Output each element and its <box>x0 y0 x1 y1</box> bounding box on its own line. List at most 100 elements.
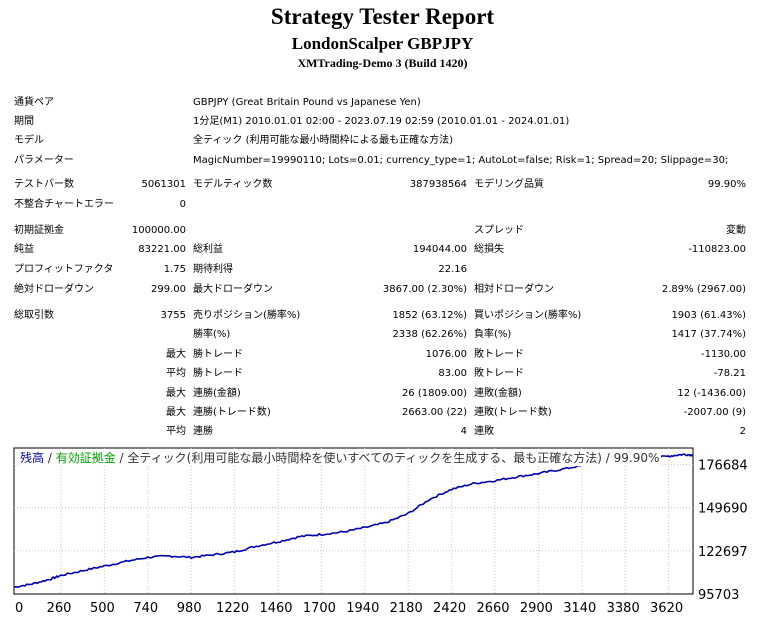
profit-factor-value: 1.75 <box>163 264 186 275</box>
ticks-label: モデルティック数 <box>193 179 273 190</box>
plot-frame <box>13 447 694 595</box>
profit-trades-value: 2338 (62.26%) <box>392 329 467 340</box>
caption-quality: 99.90% <box>613 451 660 465</box>
params-label: パラメーター <box>14 155 74 166</box>
y-tick-label: 149690 <box>698 502 748 517</box>
x-tick-label: 2660 <box>476 601 509 616</box>
gross-profit-label: 総利益 <box>193 244 223 255</box>
gross-profit-value: 194044.00 <box>412 244 467 255</box>
period-label: 期間 <box>14 116 34 127</box>
consecutive-losses-label: 連敗(金額) <box>474 388 522 399</box>
average-profit-trade-label: 勝トレード <box>193 368 243 379</box>
deposit-label: 初期証拠金 <box>14 225 64 236</box>
caption-separator: / <box>115 451 128 465</box>
quality-label: モデリング品質 <box>474 179 544 190</box>
average-consecutive-wins-label: 連勝 <box>193 426 213 437</box>
y-tick-label: 122697 <box>698 545 748 560</box>
model-label: モデル <box>14 135 44 146</box>
caption-balance: 残高 <box>20 451 45 465</box>
quality-value: 99.90% <box>707 179 746 190</box>
caption-separator: / <box>601 451 614 465</box>
x-tick-label: 0 <box>15 601 23 616</box>
x-tick-label: 1460 <box>259 601 292 616</box>
largest-loss-trade-label: 敗トレード <box>474 349 524 360</box>
report-subtitle: LondonScalper GBPJPY <box>291 34 474 53</box>
consecutive-wins-value: 26 (1809.00) <box>401 388 467 399</box>
balance-chart: 0 260 500 740 980 1220 1460 1700 1940 2180 2420 266… <box>10 442 765 627</box>
consecutive-profit-label: 連勝(トレード数) <box>193 407 271 418</box>
x-tick-label: 500 <box>90 601 115 616</box>
largest-profit-trade-value: 1076.00 <box>425 349 467 360</box>
expected-payoff-value: 22.16 <box>438 264 467 275</box>
mismatch-value: 0 <box>179 199 186 210</box>
relative-drawdown-value: 2.89% (2967.00) <box>661 284 746 295</box>
average-profit-trade-value: 83.00 <box>438 368 467 379</box>
caption-model: 全ティック(利用可能な最小時間枠を使いすべてのティックを生成する、最も正確な方法… <box>127 451 602 465</box>
consecutive-profit-value: 2663.00 (22) <box>401 407 467 418</box>
ticks-value: 387938564 <box>409 179 467 190</box>
x-tick-label: 260 <box>47 601 72 616</box>
model-value: 全ティック (利用可能な最小時間枠による最も正確な方法) <box>193 135 454 146</box>
short-positions-value: 1852 (63.12%) <box>392 310 467 321</box>
consecutive-losses-value: 12 (-1436.00) <box>677 388 746 399</box>
total-trades-label: 総取引数 <box>14 310 54 321</box>
x-tick-label: 740 <box>133 601 158 616</box>
x-tick-label: 3380 <box>607 601 640 616</box>
long-positions-label: 買いポジション(勝率%) <box>474 310 582 321</box>
symbol-label: 通貨ペア <box>14 97 54 108</box>
y-tick-label: 176684 <box>698 458 748 473</box>
average-consecutive-wins-value: 4 <box>460 426 467 437</box>
spread-value: 変動 <box>726 225 746 236</box>
largest-label: 最大 <box>166 349 186 360</box>
x-tick-label: 2900 <box>520 601 553 616</box>
x-tick-label: 980 <box>177 601 202 616</box>
short-positions-label: 売りポジション(勝率%) <box>193 310 301 321</box>
params-value: MagicNumber=19990110; Lots=0.01; currenc… <box>193 155 729 166</box>
absolute-drawdown-label: 絶対ドローダウン <box>14 284 94 295</box>
gross-loss-value: -110823.00 <box>688 244 746 255</box>
profit-trades-label: 勝率(%) <box>193 329 231 340</box>
report-title: Strategy Tester Report <box>270 4 495 29</box>
gross-loss-label: 総損失 <box>474 244 504 255</box>
average-loss-trade-label: 敗トレード <box>474 368 524 379</box>
x-tick-label: 2180 <box>390 601 423 616</box>
x-tick-label: 1940 <box>346 601 379 616</box>
x-tick-label: 1220 <box>216 601 249 616</box>
long-positions-value: 1903 (61.43%) <box>671 310 746 321</box>
maximal-label: 最大 <box>166 407 186 418</box>
spread-label: スプレッド <box>474 225 524 236</box>
balance-chart-svg: 0 260 500 740 980 1220 1460 1700 1940 2180 2420 266… <box>13 447 748 616</box>
loss-trades-label: 負率(%) <box>474 329 512 340</box>
relative-drawdown-label: 相対ドローダウン <box>474 284 554 295</box>
bars-label: テストバー数 <box>14 179 74 190</box>
period-value: 1分足(M1) 2010.01.01 02:00 - 2023.07.19 02… <box>193 116 570 127</box>
maximum-label: 最大 <box>166 388 186 399</box>
net-profit-label: 純益 <box>14 244 34 255</box>
consecutive-loss-label: 連敗(トレード数) <box>474 407 552 418</box>
x-tick-label: 1700 <box>303 601 336 616</box>
total-trades-value: 3755 <box>160 310 186 321</box>
profit-factor-label: プロフィットファクタ <box>14 264 114 275</box>
chart-caption: 残高 / 有効証拠金 / 全ティック(利用可能な最小時間枠を使いすべてのティック… <box>18 449 662 466</box>
largest-profit-trade-label: 勝トレード <box>193 349 243 360</box>
largest-loss-trade-value: -1130.00 <box>701 349 746 360</box>
average-label: 平均 <box>166 368 186 379</box>
loss-trades-value: 1417 (37.74%) <box>671 329 746 340</box>
expected-payoff-label: 期待利得 <box>193 264 233 275</box>
average-consecutive-losses-value: 2 <box>739 426 746 437</box>
y-tick-label: 95703 <box>698 588 739 603</box>
average-loss-trade-value: -78.21 <box>713 368 746 379</box>
caption-equity: 有効証拠金 <box>55 451 116 465</box>
deposit-value: 100000.00 <box>131 225 186 236</box>
maximal-drawdown-value: 3867.00 (2.30%) <box>382 284 467 295</box>
absolute-drawdown-value: 299.00 <box>151 284 186 295</box>
maximal-drawdown-label: 最大ドローダウン <box>193 284 273 295</box>
average-consecutive-losses-label: 連敗 <box>474 426 494 437</box>
caption-separator: / <box>44 451 56 465</box>
x-tick-label: 3140 <box>563 601 596 616</box>
symbol-value: GBPJPY (Great Britain Pound vs Japanese … <box>193 97 421 108</box>
consecutive-loss-value: -2007.00 (9) <box>683 407 746 418</box>
mismatch-label: 不整合チャートエラー <box>14 199 114 210</box>
average2-label: 平均 <box>166 426 186 437</box>
consecutive-wins-label: 連勝(金額) <box>193 388 241 399</box>
